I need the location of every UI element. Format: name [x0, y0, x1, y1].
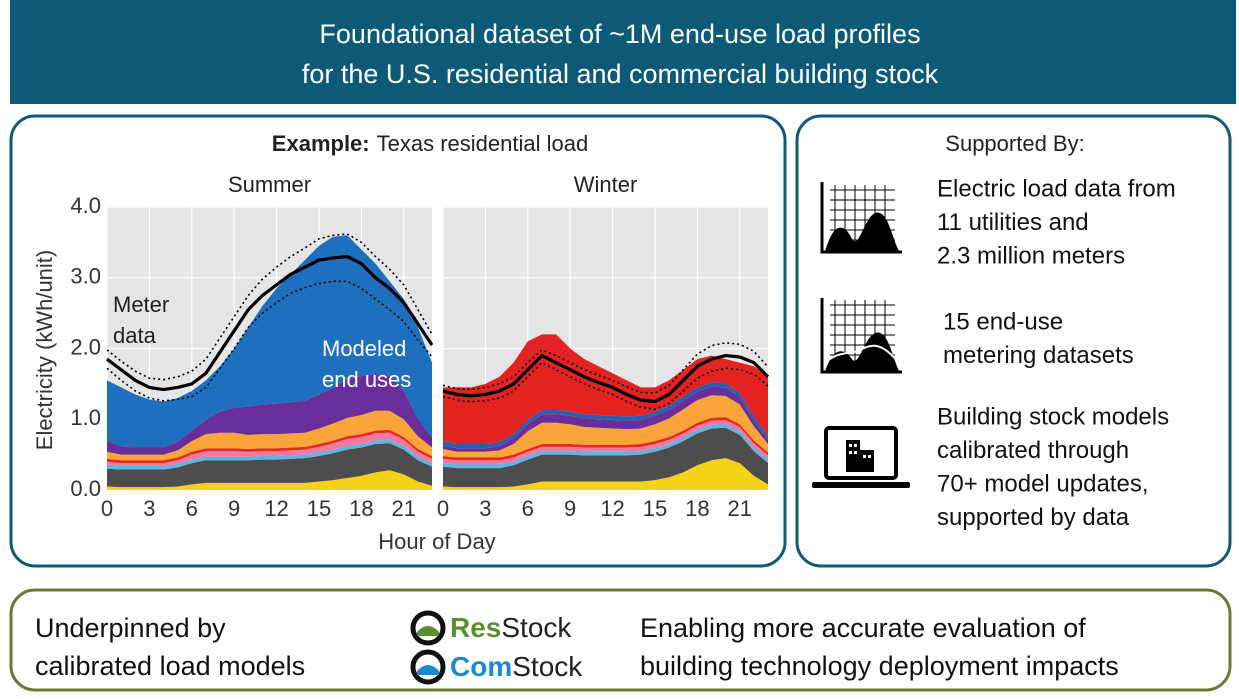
y-tick-label: 3.0 — [70, 264, 101, 289]
meter-line — [442, 353, 770, 404]
x-tick-label: 3 — [479, 496, 491, 521]
bottom-left-line: Underpinned by — [35, 613, 226, 643]
x-tick-label: 21 — [727, 496, 751, 521]
x-tick-label: 9 — [564, 496, 576, 521]
area-layer — [107, 410, 432, 461]
header-bar — [10, 0, 1236, 104]
chart-annotation: data — [113, 323, 157, 348]
right-items: Electric load data from 11 utilities and 2… — [937, 175, 1176, 531]
logo-text: ComStock — [450, 651, 583, 682]
heading-bold: Example: — [272, 131, 370, 156]
logo-rest: Stock — [501, 612, 572, 643]
right-title: Supported By: — [945, 131, 1084, 156]
chart-title: Summer — [228, 172, 311, 197]
bottom-right-line: Enabling more accurate evaluation of — [640, 613, 1086, 643]
area-layer — [107, 429, 432, 464]
chart-annotation: Meter — [113, 292, 169, 317]
x-tick-label: 15 — [307, 496, 331, 521]
supported-item-line: Electric load data from — [937, 175, 1176, 202]
bottom-panel — [9, 588, 1232, 692]
chart-annotation: Modeled — [322, 336, 406, 361]
y-axis-label: Electricity (kWh/unit) — [32, 250, 57, 450]
x-tick-label: 6 — [186, 496, 198, 521]
x-tick-label: 21 — [391, 496, 415, 521]
logo-bold: Res — [450, 612, 501, 643]
heading-text: Texas residential load — [377, 131, 589, 156]
area-layer — [443, 427, 768, 488]
x-tick-label: 0 — [437, 496, 449, 521]
meter-line — [106, 254, 434, 392]
example-heading: Example: Texas residential load — [272, 131, 588, 156]
area-layer — [443, 382, 768, 449]
meter-bound-line — [106, 233, 433, 381]
chart-icon — [820, 298, 902, 374]
area-layer — [107, 439, 432, 470]
logo-icon — [410, 649, 446, 685]
x-tick-label: 18 — [349, 496, 373, 521]
x-tick-label: 12 — [600, 496, 624, 521]
chart-annotation: end uses — [322, 367, 411, 392]
charts: Summer 0.0 1.0 2.0 3.0 4.0 0 3 6 9 12 15 18 21 Meter da… — [70, 172, 770, 521]
area-layer — [443, 458, 768, 490]
area-layer — [107, 373, 432, 455]
header-line: Foundational dataset of ~1M end-use load… — [319, 19, 920, 49]
logo-icon — [410, 610, 446, 646]
supported-item-line: Building stock models — [937, 403, 1169, 430]
right-panel — [795, 114, 1232, 568]
x-tick-label: 6 — [522, 496, 534, 521]
y-tick-label: 4.0 — [70, 193, 101, 218]
logo-text: ResStock — [450, 612, 572, 643]
y-tick-label: 2.0 — [70, 334, 101, 359]
supported-item-line: 70+ model updates, — [937, 470, 1149, 497]
x-tick-label: 12 — [264, 496, 288, 521]
header-line: for the U.S. residential and commercial … — [302, 59, 939, 89]
supported-item-line: metering datasets — [943, 342, 1134, 369]
supported-item-line: calibrated through — [937, 437, 1129, 464]
x-tick-label: 15 — [643, 496, 667, 521]
area-layer — [107, 432, 432, 466]
laptop-icon — [812, 426, 910, 488]
bottom-left-line: calibrated load models — [35, 651, 305, 681]
area-layer — [443, 395, 768, 458]
area-layer — [443, 334, 768, 445]
meter-bound-line — [442, 342, 769, 394]
area-layer — [107, 443, 432, 488]
area-layer — [107, 470, 432, 490]
logo-rest: Stock — [512, 651, 583, 682]
x-tick-label: 3 — [143, 496, 155, 521]
supported-item-line: supported by data — [937, 504, 1130, 531]
logo-bold: Com — [450, 651, 512, 682]
supported-item-line: 2.3 million meters — [937, 242, 1125, 269]
x-tick-label: 0 — [101, 496, 113, 521]
x-axis-label: Hour of Day — [378, 529, 495, 554]
chart-title: Winter — [574, 172, 638, 197]
area-layer — [443, 419, 768, 465]
chart-icon — [820, 182, 902, 254]
x-tick-label: 9 — [228, 496, 240, 521]
y-tick-label: 1.0 — [70, 405, 101, 430]
area-layer — [443, 386, 768, 452]
supported-item-line: 15 end-use — [943, 308, 1063, 335]
bottom-right-line: building technology deployment impacts — [640, 651, 1119, 681]
x-tick-label: 18 — [685, 496, 709, 521]
area-layer — [107, 235, 432, 448]
supported-item-line: 11 utilities and — [937, 209, 1089, 236]
y-tick-label: 0.0 — [70, 476, 101, 501]
